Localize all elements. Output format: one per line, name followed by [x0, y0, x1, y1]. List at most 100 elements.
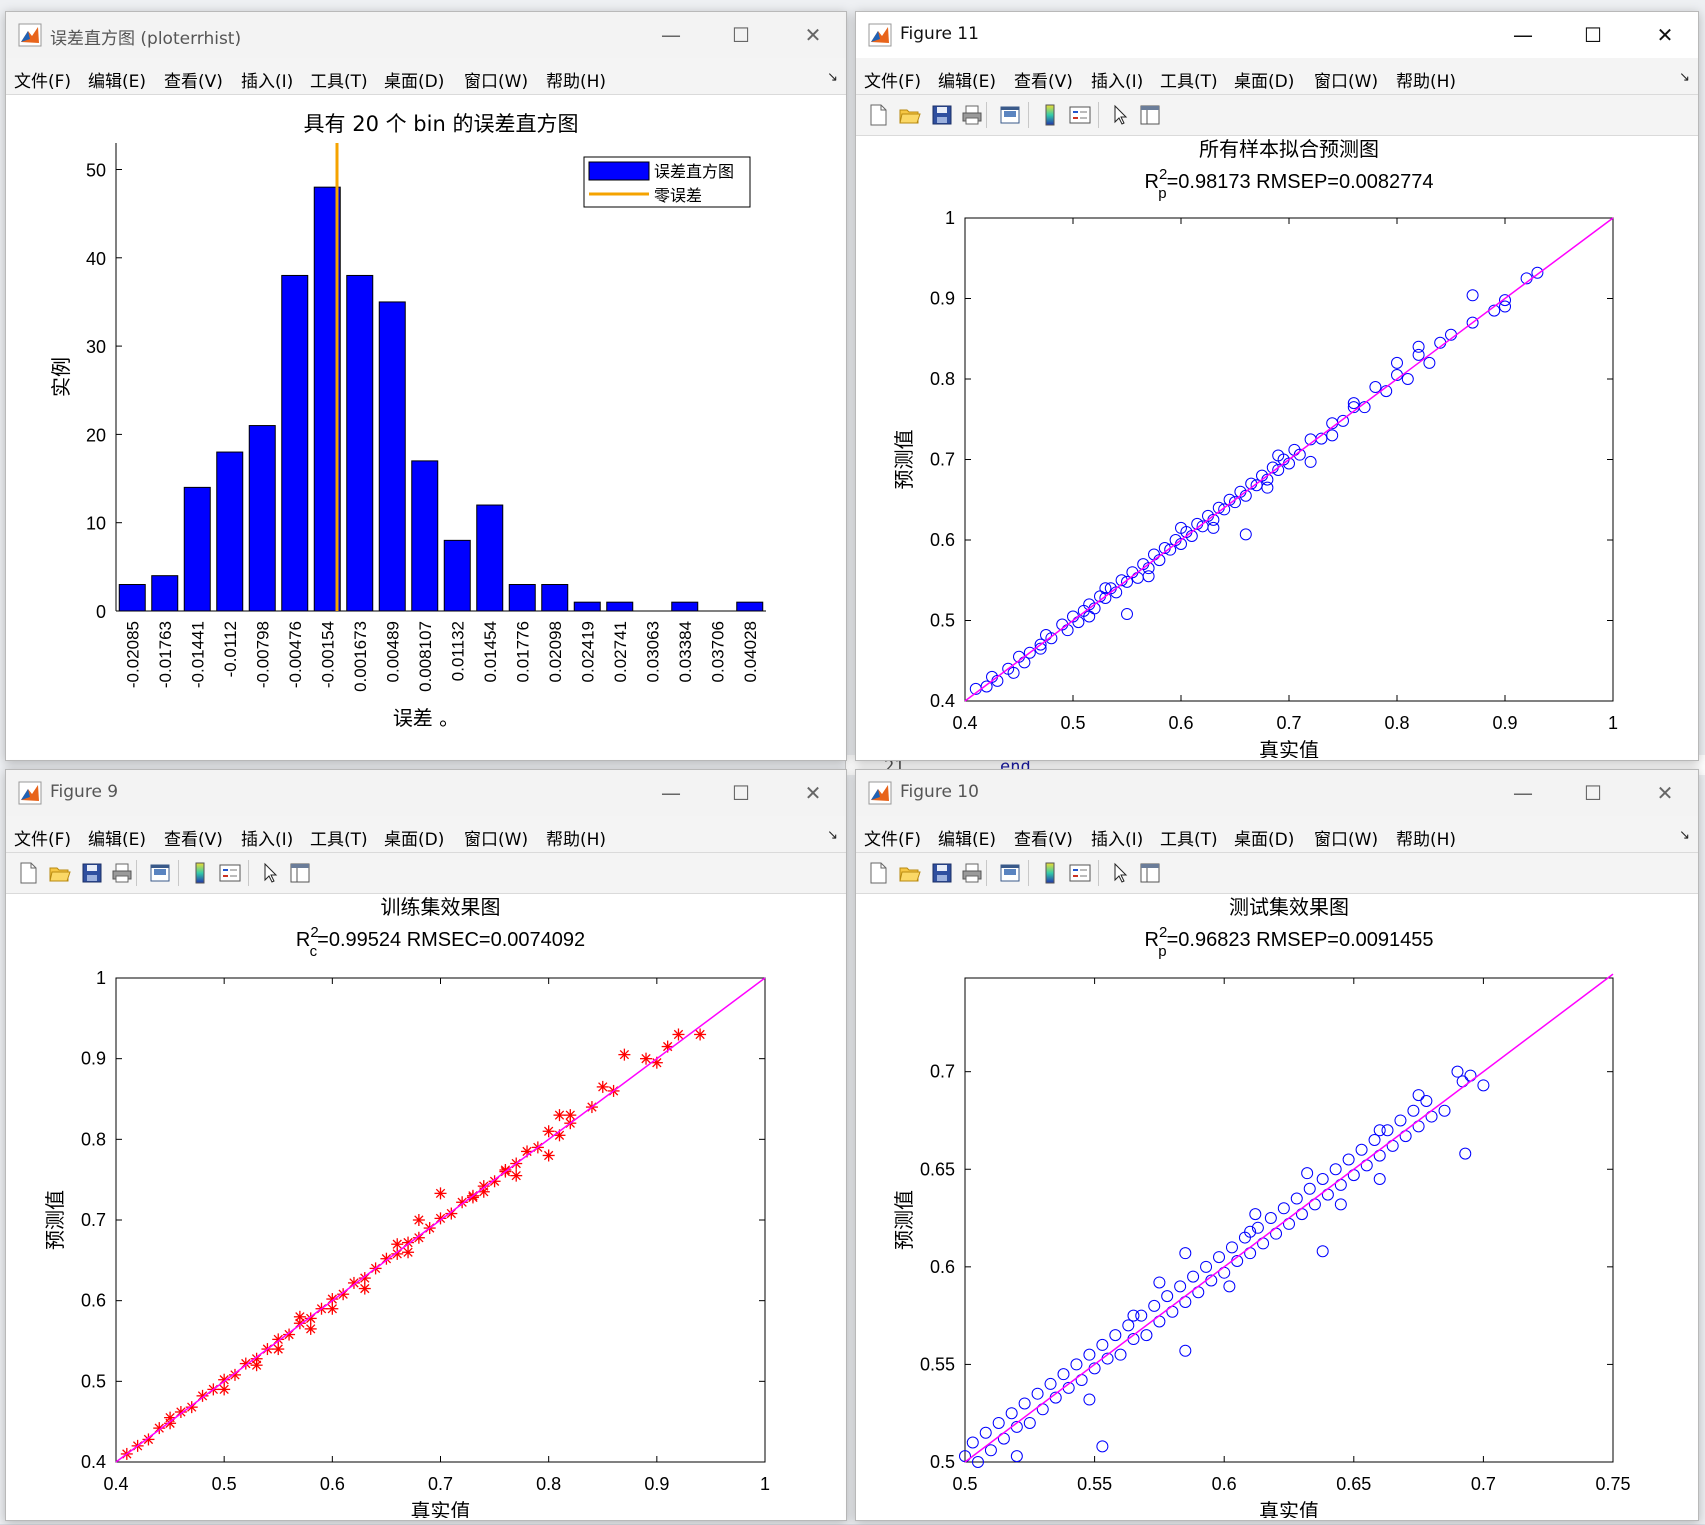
close-button[interactable]: ✕: [1656, 781, 1674, 805]
close-button[interactable]: ✕: [1656, 23, 1674, 47]
minimize-button[interactable]: —: [661, 781, 681, 805]
menu-expand-icon[interactable]: ↘: [827, 70, 838, 85]
figure-11-window[interactable]: Figure 11 — ☐ ✕ 文件(F) 编辑(E) 查看(V) 插入(I) …: [855, 11, 1699, 761]
menu-expand-icon[interactable]: ↘: [1679, 828, 1690, 843]
menu-tools[interactable]: 工具(T): [310, 72, 368, 92]
legend-icon[interactable]: [1068, 103, 1092, 127]
pointer-icon[interactable]: [1108, 103, 1132, 127]
menu-edit[interactable]: 编辑(E): [938, 72, 997, 92]
open-file-icon[interactable]: [898, 103, 922, 127]
save-icon[interactable]: [930, 103, 954, 127]
chart-title: 测试集效果图: [1229, 895, 1349, 919]
menu-help[interactable]: 帮助(H): [546, 72, 607, 92]
menu-desktop[interactable]: 桌面(D): [1234, 830, 1295, 850]
menu-insert[interactable]: 插入(I): [1091, 830, 1144, 850]
window-titlebar[interactable]: Figure 10 — ☐ ✕: [856, 770, 1698, 816]
data-point: [1083, 610, 1096, 623]
menu-view[interactable]: 查看(V): [164, 830, 223, 850]
menu-desktop[interactable]: 桌面(D): [384, 72, 445, 92]
menu-file[interactable]: 文件(F): [14, 72, 72, 92]
menu-window[interactable]: 窗口(W): [1314, 72, 1379, 92]
data-point: [1023, 646, 1036, 659]
asterisk-stroke: [652, 1058, 662, 1068]
menu-insert[interactable]: 插入(I): [241, 830, 294, 850]
menu-window[interactable]: 窗口(W): [464, 830, 529, 850]
open-file-icon[interactable]: [898, 861, 922, 885]
minimize-button[interactable]: —: [661, 23, 681, 47]
menu-view[interactable]: 查看(V): [1014, 72, 1073, 92]
print-preview-icon[interactable]: [148, 861, 172, 885]
x-tick-label: 0.6: [320, 1474, 345, 1494]
property-editor-icon[interactable]: [1138, 861, 1162, 885]
new-figure-icon[interactable]: [866, 861, 890, 885]
menu-help[interactable]: 帮助(H): [546, 830, 607, 850]
print-icon[interactable]: [110, 861, 134, 885]
maximize-button[interactable]: ☐: [732, 781, 750, 805]
maximize-button[interactable]: ☐: [732, 23, 750, 47]
menu-expand-icon[interactable]: ↘: [827, 828, 838, 843]
histogram-window[interactable]: 误差直方图 (ploterrhist) — ☐ ✕ 文件(F) 编辑(E) 查看…: [5, 11, 847, 761]
print-preview-icon[interactable]: [998, 103, 1022, 127]
menu-window[interactable]: 窗口(W): [464, 72, 529, 92]
pointer-icon[interactable]: [258, 861, 282, 885]
save-icon[interactable]: [80, 861, 104, 885]
print-icon[interactable]: [960, 103, 984, 127]
menu-tools[interactable]: 工具(T): [310, 830, 368, 850]
pointer-icon[interactable]: [1108, 861, 1132, 885]
legend-icon[interactable]: [1068, 861, 1092, 885]
menu-expand-icon[interactable]: ↘: [1679, 70, 1690, 85]
menu-view[interactable]: 查看(V): [1014, 830, 1073, 850]
menu-help[interactable]: 帮助(H): [1396, 830, 1457, 850]
figure-10-window[interactable]: Figure 10 — ☐ ✕ 文件(F) 编辑(E) 查看(V) 插入(I) …: [855, 769, 1699, 1521]
data-point: [1451, 1065, 1464, 1078]
menu-edit[interactable]: 编辑(E): [88, 830, 147, 850]
menu-tools[interactable]: 工具(T): [1160, 72, 1218, 92]
window-title: Figure 10: [900, 782, 979, 802]
print-icon[interactable]: [960, 861, 984, 885]
close-button[interactable]: ✕: [804, 23, 822, 47]
toolbar-separator: [248, 860, 249, 886]
print-preview-icon[interactable]: [998, 861, 1022, 885]
figure-9-window[interactable]: Figure 9 — ☐ ✕ 文件(F) 编辑(E) 查看(V) 插入(I) 工…: [5, 769, 847, 1521]
property-editor-icon[interactable]: [288, 861, 312, 885]
chart-subtitle: R2 c=0.99524 RMSEC=0.0074092: [296, 924, 585, 960]
colorbar-icon[interactable]: [188, 861, 212, 885]
asterisk-stroke: [273, 1344, 283, 1354]
menu-desktop[interactable]: 桌面(D): [384, 830, 445, 850]
menu-file[interactable]: 文件(F): [864, 72, 922, 92]
colorbar-icon[interactable]: [1038, 861, 1062, 885]
menu-file[interactable]: 文件(F): [14, 830, 72, 850]
window-titlebar[interactable]: 误差直方图 (ploterrhist) — ☐ ✕: [6, 12, 846, 58]
menu-help[interactable]: 帮助(H): [1396, 72, 1457, 92]
menu-file[interactable]: 文件(F): [864, 830, 922, 850]
property-editor-icon[interactable]: [1138, 103, 1162, 127]
histogram-bar: [183, 486, 211, 612]
data-point: [542, 1149, 555, 1162]
save-icon[interactable]: [930, 861, 954, 885]
colorbar-icon[interactable]: [1038, 103, 1062, 127]
minimize-button[interactable]: —: [1513, 781, 1533, 805]
window-titlebar[interactable]: Figure 9 — ☐ ✕: [6, 770, 846, 816]
menu-edit[interactable]: 编辑(E): [88, 72, 147, 92]
minimize-button[interactable]: —: [1513, 23, 1533, 47]
y-tick-label: 20: [86, 425, 106, 445]
open-file-icon[interactable]: [48, 861, 72, 885]
legend-icon[interactable]: [218, 861, 242, 885]
menu-view[interactable]: 查看(V): [164, 72, 223, 92]
menu-insert[interactable]: 插入(I): [241, 72, 294, 92]
maximize-button[interactable]: ☐: [1584, 23, 1602, 47]
menu-edit[interactable]: 编辑(E): [938, 830, 997, 850]
data-point: [1412, 348, 1425, 361]
new-figure-icon[interactable]: [866, 103, 890, 127]
menu-desktop[interactable]: 桌面(D): [1234, 72, 1295, 92]
menu-insert[interactable]: 插入(I): [1091, 72, 1144, 92]
close-button[interactable]: ✕: [804, 781, 822, 805]
menu-window[interactable]: 窗口(W): [1314, 830, 1379, 850]
chart-subtitle: R2 p=0.96823 RMSEP=0.0091455: [1144, 924, 1433, 960]
maximize-button[interactable]: ☐: [1584, 781, 1602, 805]
window-titlebar[interactable]: Figure 11 — ☐ ✕: [856, 12, 1698, 58]
menu-tools[interactable]: 工具(T): [1160, 830, 1218, 850]
new-figure-icon[interactable]: [16, 861, 40, 885]
x-tick-label: 1: [760, 1474, 770, 1494]
